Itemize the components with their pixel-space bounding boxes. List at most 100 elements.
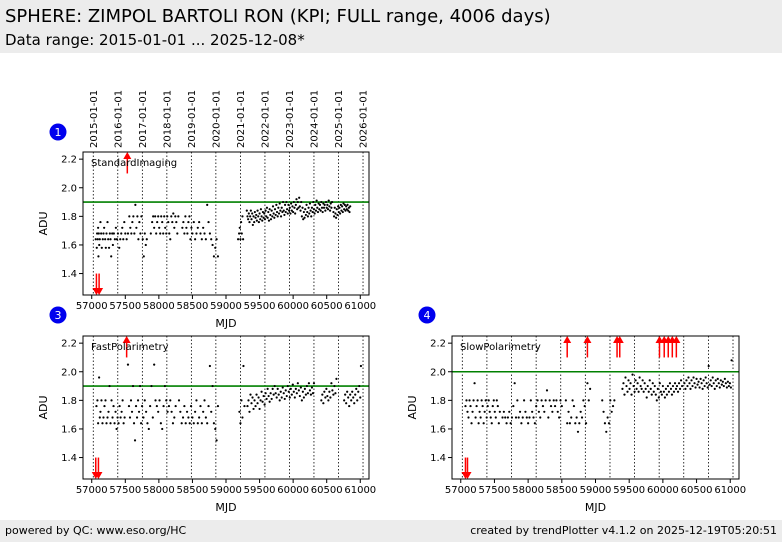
data-point: [123, 416, 126, 419]
data-point: [254, 216, 257, 219]
data-point: [498, 410, 501, 413]
data-point: [667, 390, 671, 393]
data-point: [318, 203, 322, 207]
data-point: [275, 396, 278, 399]
data-point: [327, 399, 330, 402]
data-point: [323, 203, 326, 207]
data-point: [631, 373, 634, 376]
data-point: [266, 387, 269, 391]
x-tick-label: 60500: [681, 485, 713, 496]
data-point: [100, 246, 103, 249]
data-point: [97, 422, 100, 425]
data-point: [142, 255, 145, 258]
data-point: [269, 218, 273, 221]
x-tick-label: 59000: [210, 485, 242, 496]
data-point: [187, 416, 190, 419]
data-point: [270, 397, 273, 401]
data-point: [265, 215, 268, 218]
data-point: [162, 404, 165, 408]
data-point: [139, 232, 142, 235]
data-point: [626, 390, 629, 393]
data-point: [601, 399, 604, 402]
data-point: [339, 212, 342, 215]
data-point: [627, 379, 630, 382]
data-point: [131, 384, 135, 388]
data-point: [711, 376, 714, 379]
data-point: [117, 422, 120, 425]
data-point: [249, 215, 252, 218]
data-point: [182, 220, 185, 224]
data-point: [149, 232, 152, 235]
data-point: [321, 210, 324, 214]
x-tick-label: 61000: [344, 485, 376, 496]
data-point: [486, 404, 489, 408]
data-point: [510, 416, 514, 419]
data-point: [664, 387, 668, 391]
outlier-low-arrowhead: [94, 472, 103, 479]
data-point: [633, 390, 636, 393]
chart-panel-4: 1.4 1.6 1.8 2.0 2.2 57000 57500 58000 58500 59000…: [406, 306, 746, 514]
data-point: [164, 226, 167, 229]
data-point: [161, 427, 164, 431]
data-point: [199, 404, 202, 408]
date-tick-label: 2017-01-01: [138, 90, 149, 148]
data-point: [706, 386, 709, 389]
data-point: [241, 416, 244, 419]
data-point: [133, 439, 137, 442]
data-point: [528, 416, 531, 419]
footer-generator: created by trendPlotter v4.1.2 on 2025-1…: [470, 524, 777, 537]
data-point: [570, 416, 573, 419]
data-point: [162, 232, 165, 235]
data-point: [622, 382, 625, 385]
data-point: [587, 399, 590, 402]
data-point: [471, 410, 474, 413]
data-point: [294, 203, 297, 207]
data-point: [475, 404, 478, 408]
data-point: [211, 384, 214, 388]
data-point: [337, 205, 340, 208]
data-point: [290, 209, 293, 212]
data-point: [653, 384, 656, 388]
data-point: [314, 209, 318, 212]
data-point: [99, 220, 102, 224]
data-point: [173, 226, 176, 229]
data-point: [283, 203, 287, 207]
data-point: [121, 399, 124, 402]
plot-frame: [82, 151, 370, 296]
data-point: [154, 399, 157, 402]
data-point: [324, 396, 327, 399]
x-tick-label: 58500: [177, 301, 209, 312]
data-point: [238, 226, 241, 229]
x-tick-label: 58500: [177, 485, 209, 496]
data-point: [334, 392, 337, 395]
data-point: [525, 416, 528, 419]
data-point: [624, 376, 627, 379]
data-point: [467, 416, 470, 419]
data-point: [166, 215, 169, 218]
data-point: [566, 422, 569, 425]
data-point: [151, 416, 154, 419]
data-point: [660, 393, 663, 396]
data-point: [477, 422, 480, 425]
data-point: [172, 212, 175, 215]
data-point: [508, 410, 511, 413]
data-point: [668, 382, 672, 385]
data-point: [484, 399, 487, 402]
data-point: [639, 384, 642, 388]
data-point: [300, 200, 303, 204]
panel-badge-label: 4: [424, 309, 431, 322]
data-point: [680, 384, 684, 388]
data-point: [609, 399, 612, 402]
data-point: [309, 393, 313, 396]
data-point: [180, 422, 183, 425]
data-point: [282, 392, 285, 395]
data-point: [671, 384, 675, 388]
data-point: [153, 363, 156, 366]
data-point: [496, 404, 499, 408]
data-point: [603, 422, 607, 425]
data-point: [249, 393, 252, 396]
report-header: SPHERE: ZIMPOL BARTOLI RON (KPI; FULL ra…: [0, 0, 782, 53]
data-point: [690, 379, 693, 382]
data-point: [320, 206, 324, 209]
